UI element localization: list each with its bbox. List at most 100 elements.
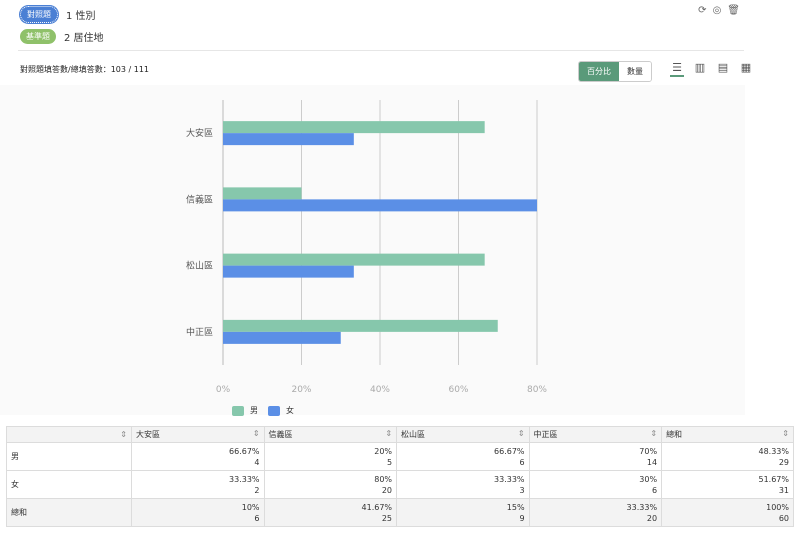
category-label: 信義區 (186, 193, 213, 205)
table-header[interactable]: 信義區 ⇕ (263, 426, 398, 443)
table-header-blank[interactable]: ⇕ (6, 426, 132, 443)
cell-percent: 30% (639, 474, 658, 484)
cell-percent: 51.67% (758, 474, 789, 484)
cell-percent: 15% (506, 502, 525, 512)
table-cell: 30% 6 (528, 470, 663, 499)
legend-label-female: 女 (286, 406, 294, 415)
divider (18, 50, 744, 51)
bar-male (223, 319, 498, 332)
table-cell: 51.67% 31 (661, 470, 794, 499)
legend-label-male: 男 (250, 406, 258, 415)
eye-off-icon[interactable]: ◎ (712, 5, 722, 16)
cell-count: 5 (386, 457, 393, 467)
category-label: 大安區 (186, 127, 213, 139)
bar-female (223, 265, 354, 278)
cell-percent: 80% (374, 474, 393, 484)
cell-count: 6 (254, 513, 260, 523)
compare-question: 1 性別 (66, 10, 96, 22)
sort-icon: ⇕ (120, 430, 127, 439)
legend: 男 女 (232, 405, 294, 416)
cell-percent: 48.33% (758, 446, 789, 456)
response-count: 對照題填答數/總填答數：103 / 111 (20, 65, 150, 74)
legend-swatch-male (232, 405, 244, 416)
cell-count: 9 (519, 513, 525, 523)
table-cell: 66.67% 4 (131, 442, 265, 471)
cell-count: 4 (254, 457, 260, 467)
row-label: 總和 (6, 498, 132, 527)
cell-count: 14 (646, 457, 658, 467)
cell-count: 3 (519, 485, 525, 495)
table-cell: 15% 9 (396, 498, 530, 527)
table-cell: 41.67% 25 (263, 498, 398, 527)
cell-percent: 66.67% (229, 446, 260, 456)
base-question: 2 居住地 (64, 32, 104, 44)
trash-icon[interactable]: 🗑 (727, 5, 740, 16)
stacked-horizontal-icon[interactable]: ▤ (717, 61, 729, 74)
refresh-icon[interactable]: ⟳ (698, 5, 707, 16)
category-label: 中正區 (186, 326, 213, 338)
bar-female (223, 331, 341, 344)
crosstab-table: ⇕ 大安區 ⇕ 信義區 ⇕ 松山區 ⇕ 中正區 ⇕ 總和 ⇕ 男 66.67% 4 20% 5 66… (6, 426, 794, 527)
cell-count: 25 (381, 513, 393, 523)
cell-count: 20 (646, 513, 658, 523)
table-row: 男 66.67% 4 20% 5 66.67% 6 70% 14 48.33% 29 (6, 442, 794, 471)
compare-question-row: 對照題 1 性別 (20, 4, 96, 24)
table-cell: 33.33% 20 (528, 498, 663, 527)
table-row: 女 33.33% 2 80% 20 33.33% 3 30% 6 51.67% 31 (6, 470, 794, 499)
sort-icon: ⇕ (252, 429, 260, 438)
compare-tag[interactable]: 對照題 (20, 5, 58, 23)
bar-male (223, 187, 302, 200)
table-cell: 80% 20 (263, 470, 398, 499)
cell-count: 2 (254, 485, 260, 495)
cell-count: 6 (651, 485, 658, 495)
cell-count: 29 (778, 457, 789, 467)
chart-type-selector: ☰ ▥ ▤ ▦ (670, 61, 753, 77)
row-label: 女 (6, 470, 132, 499)
cell-percent: 41.67% (361, 502, 393, 512)
vertical-bar-icon[interactable]: ▥ (694, 61, 706, 74)
horizontal-bar-icon[interactable]: ☰ (670, 61, 684, 77)
table-cell: 100% 60 (661, 498, 794, 527)
table-cell: 10% 6 (131, 498, 265, 527)
table-header[interactable]: 大安區 ⇕ (131, 426, 265, 443)
base-tag[interactable]: 基準題 (20, 28, 56, 44)
table-header[interactable]: 總和 ⇕ (661, 426, 794, 443)
cell-count: 6 (519, 457, 525, 467)
table-cell: 33.33% 3 (396, 470, 530, 499)
cell-count: 20 (381, 485, 393, 495)
bar-male (223, 121, 485, 134)
stacked-vertical-icon[interactable]: ▦ (740, 61, 752, 74)
cell-percent: 10% (241, 502, 260, 512)
legend-item-female[interactable]: 女 (268, 405, 294, 416)
legend-swatch-female (268, 405, 280, 416)
bar-female (223, 133, 354, 146)
legend-item-male[interactable]: 男 (232, 405, 258, 416)
cell-percent: 33.33% (494, 474, 525, 484)
cell-count: 31 (778, 485, 789, 495)
base-question-row: 基準題 2 居住地 (20, 26, 104, 46)
table-header[interactable]: 中正區 ⇕ (528, 426, 663, 443)
cell-count: 60 (778, 513, 789, 523)
cell-percent: 70% (639, 446, 658, 456)
cell-percent: 66.67% (494, 446, 525, 456)
x-tick-label: 80% (527, 385, 547, 395)
bar-female (223, 199, 537, 212)
table-cell: 70% 14 (528, 442, 663, 471)
x-tick-label: 60% (448, 385, 468, 395)
table-header[interactable]: 松山區 ⇕ (396, 426, 530, 443)
cell-percent: 100% (766, 502, 789, 512)
number-button[interactable]: 數量 (619, 62, 651, 81)
cell-percent: 33.33% (229, 474, 260, 484)
x-tick-label: 20% (291, 385, 311, 395)
sort-icon: ⇕ (650, 429, 658, 438)
x-tick-label: 0% (216, 385, 231, 395)
toolbar-icons: ⟳ ◎ 🗑 (698, 5, 740, 16)
cell-percent: 20% (374, 446, 393, 456)
table-cell: 66.67% 6 (396, 442, 530, 471)
table-cell: 33.33% 2 (131, 470, 265, 499)
row-label: 男 (6, 442, 132, 471)
percent-button[interactable]: 百分比 (579, 62, 619, 81)
mode-toggle: 百分比 數量 (578, 61, 652, 82)
cell-percent: 33.33% (626, 502, 658, 512)
